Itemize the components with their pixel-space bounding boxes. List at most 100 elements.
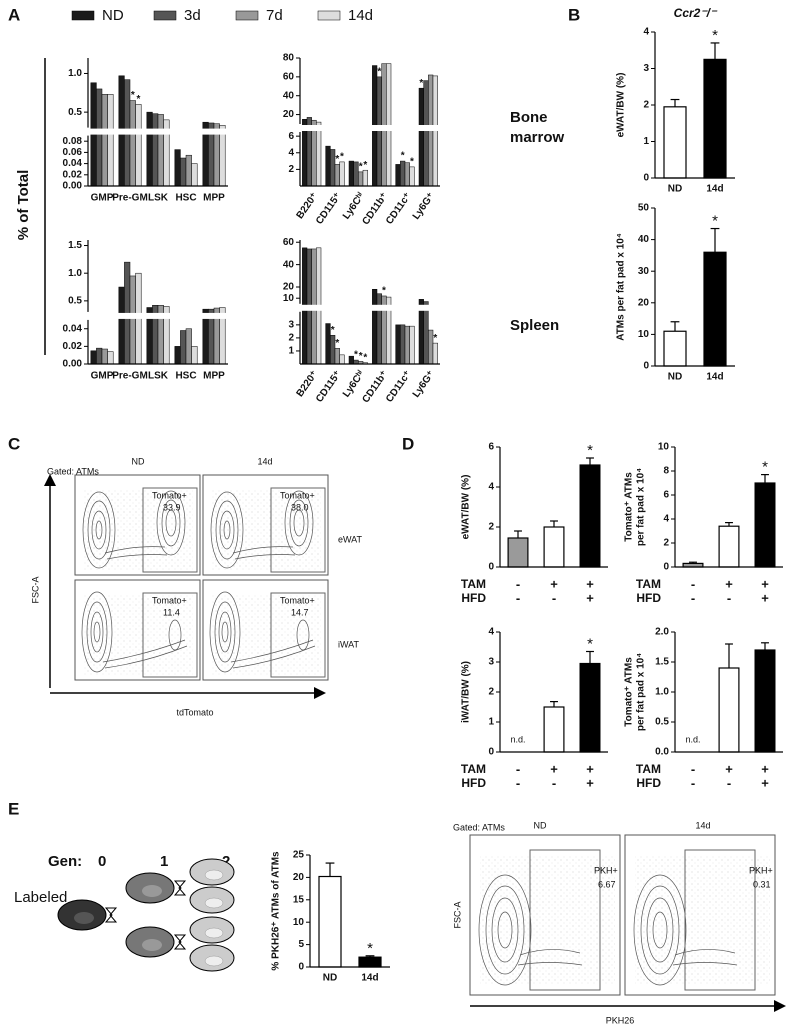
gate bbox=[684, 849, 756, 991]
x-tick-label: HSC bbox=[175, 371, 196, 382]
panel-label: E bbox=[8, 799, 19, 818]
y-axis-label: Tomato⁺ ATMs bbox=[624, 472, 635, 542]
row-label: Bone bbox=[510, 109, 548, 126]
y-tick-label: 0.02 bbox=[63, 169, 83, 180]
bar bbox=[152, 113, 159, 187]
x-tick-label: HSC bbox=[175, 193, 196, 204]
y-tick-label: 0.02 bbox=[63, 341, 83, 352]
significance: * bbox=[367, 940, 373, 957]
bar bbox=[718, 667, 740, 753]
y-tick-label: 0 bbox=[663, 562, 669, 573]
condition-name: HFD bbox=[461, 776, 486, 790]
significance: * bbox=[377, 66, 381, 77]
flow-panel-e: Gated: ATMs ND 14d FSC-A PKH+ 6.67 PKH+ … bbox=[452, 820, 786, 1025]
division-mark bbox=[173, 880, 187, 896]
division-diagram: Gen: 0 1 2 Labeled bbox=[14, 853, 235, 972]
condition-value: - bbox=[516, 775, 520, 790]
row-label: marrow bbox=[510, 129, 565, 146]
bar bbox=[418, 87, 424, 187]
gate-value: 0.31 bbox=[753, 879, 771, 889]
y-tick-label: 20 bbox=[638, 297, 650, 308]
legend-swatch bbox=[317, 10, 341, 21]
legend-label: 14d bbox=[348, 7, 373, 24]
row-label: Spleen bbox=[510, 317, 559, 334]
condition-value: - bbox=[691, 590, 695, 605]
y-axis-label: FSC-A bbox=[30, 577, 40, 604]
arrow-head bbox=[314, 687, 326, 699]
y-tick-label: 4 bbox=[288, 147, 294, 158]
condition-value: + bbox=[586, 761, 594, 776]
gate-name: PKH+ bbox=[594, 865, 618, 875]
significance: * bbox=[587, 442, 593, 459]
y-tick-label: 0.04 bbox=[63, 323, 83, 334]
bar bbox=[663, 106, 687, 179]
condition-value: - bbox=[727, 775, 731, 790]
significance: * bbox=[131, 90, 135, 101]
x-tick-label: MPP bbox=[203, 193, 225, 204]
significance: * bbox=[401, 151, 405, 162]
condition-value: - bbox=[727, 590, 731, 605]
condition-value: - bbox=[516, 576, 520, 591]
condition-value: + bbox=[586, 775, 594, 790]
y-tick-label: 3 bbox=[288, 319, 294, 330]
gate-value: 11.4 bbox=[163, 607, 180, 617]
x-axis-label: tdTomato bbox=[176, 707, 213, 717]
bar bbox=[339, 354, 345, 365]
cell-dots bbox=[74, 869, 224, 967]
bar bbox=[423, 301, 429, 365]
division-mark bbox=[173, 934, 187, 950]
y-tick-label: 2 bbox=[288, 164, 294, 175]
significance: * bbox=[433, 333, 437, 344]
gate-name: Tomato+ bbox=[280, 490, 315, 500]
significance: * bbox=[335, 338, 339, 349]
gen-number: 1 bbox=[160, 853, 168, 870]
y-tick-label: 80 bbox=[283, 53, 295, 64]
axis-break bbox=[294, 125, 442, 131]
bar bbox=[135, 104, 142, 187]
axis-break bbox=[82, 128, 230, 135]
panel-label: B bbox=[568, 5, 580, 24]
x-tick-label: 14d bbox=[361, 973, 378, 984]
y-axis-label: eWAT/BW (%) bbox=[616, 73, 627, 138]
y-tick-label: 1.0 bbox=[655, 687, 669, 698]
y-axis-label: % PKH26⁺ ATMs of ATMs bbox=[271, 851, 282, 971]
bar bbox=[330, 149, 336, 187]
division-mark bbox=[104, 907, 118, 923]
significance: * bbox=[419, 78, 423, 89]
y-tick-label: 4 bbox=[488, 482, 494, 493]
y-tick-label: 1.5 bbox=[655, 657, 669, 668]
y-tick-label: 20 bbox=[293, 872, 305, 883]
bar bbox=[107, 351, 114, 365]
bar bbox=[428, 329, 434, 365]
bar bbox=[395, 324, 401, 365]
y-tick-label: 1.0 bbox=[68, 68, 82, 79]
column-label: ND bbox=[132, 456, 145, 466]
bar bbox=[376, 76, 382, 187]
bar bbox=[348, 160, 354, 187]
condition-name: HFD bbox=[636, 776, 661, 790]
y-tick-label: 6 bbox=[288, 131, 294, 142]
bar bbox=[174, 149, 181, 187]
gate bbox=[142, 592, 198, 678]
gate-value: 33.9 bbox=[163, 502, 181, 512]
bar bbox=[579, 464, 601, 568]
y-tick-label: 0 bbox=[643, 361, 649, 372]
flow-panel-c: Gated: ATMs ND 14d FSC-A tdTomato eWAT i… bbox=[30, 456, 362, 717]
gate bbox=[142, 487, 198, 573]
y-axis-label: per fat pad x 10⁴ bbox=[636, 653, 647, 731]
significance: * bbox=[382, 286, 386, 297]
gate-name: Tomato+ bbox=[280, 595, 315, 605]
axis-break bbox=[294, 304, 442, 311]
condition-value: + bbox=[761, 775, 769, 790]
bar bbox=[180, 157, 187, 187]
y-tick-label: 0.00 bbox=[63, 181, 83, 192]
y-tick-label: 2 bbox=[488, 522, 494, 533]
condition-value: - bbox=[691, 775, 695, 790]
bar bbox=[358, 171, 364, 187]
legend-label: 7d bbox=[266, 7, 283, 24]
condition-value: + bbox=[586, 590, 594, 605]
significance: * bbox=[712, 213, 718, 230]
y-tick-label: 4 bbox=[663, 514, 669, 525]
y-tick-label: 1.0 bbox=[68, 268, 82, 279]
bar bbox=[129, 275, 136, 365]
